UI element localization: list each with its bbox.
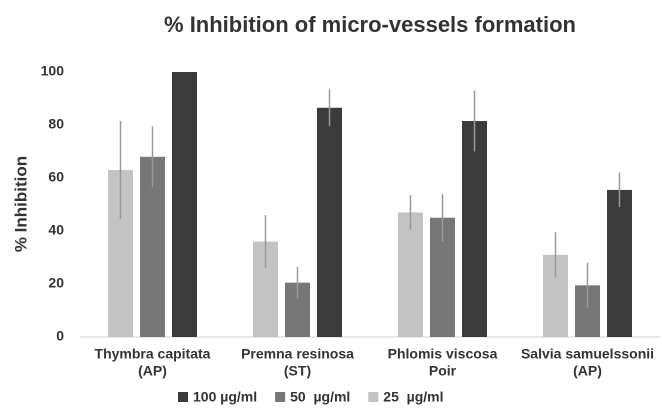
x-tick-label: Premna resinosa bbox=[241, 346, 354, 362]
y-axis-label: % Inhibition bbox=[11, 156, 30, 252]
y-tick-label: 80 bbox=[48, 116, 64, 132]
legend-label: 100 µg/ml bbox=[193, 389, 257, 405]
y-tick-label: 20 bbox=[48, 275, 64, 291]
y-tick-label: 60 bbox=[48, 169, 64, 185]
chart-title: % Inhibition of micro-vessels formation bbox=[164, 12, 576, 37]
x-tick-label: Salvia samuelssonii bbox=[521, 346, 654, 362]
x-tick-label: Thymbra capitata bbox=[95, 346, 211, 362]
bar bbox=[317, 107, 342, 338]
x-tick-label: (AP) bbox=[573, 363, 602, 379]
legend-label: 50 µg/ml bbox=[290, 389, 350, 405]
x-tick-label: (AP) bbox=[138, 363, 167, 379]
x-tick-label: Phlomis viscosa bbox=[388, 346, 498, 362]
bar bbox=[462, 121, 487, 338]
legend-swatch bbox=[368, 392, 379, 402]
x-tick-label: Poir bbox=[429, 363, 457, 379]
y-tick-label: 0 bbox=[56, 328, 64, 344]
legend-label: 25 µg/ml bbox=[383, 389, 443, 405]
legend-swatch bbox=[275, 392, 286, 402]
bar bbox=[398, 212, 423, 337]
y-tick-label: 40 bbox=[48, 222, 64, 238]
x-tick-label: (ST) bbox=[284, 363, 311, 379]
legend-swatch bbox=[178, 392, 188, 402]
bar bbox=[172, 72, 197, 337]
bar bbox=[607, 189, 632, 337]
y-tick-label: 100 bbox=[41, 63, 65, 79]
